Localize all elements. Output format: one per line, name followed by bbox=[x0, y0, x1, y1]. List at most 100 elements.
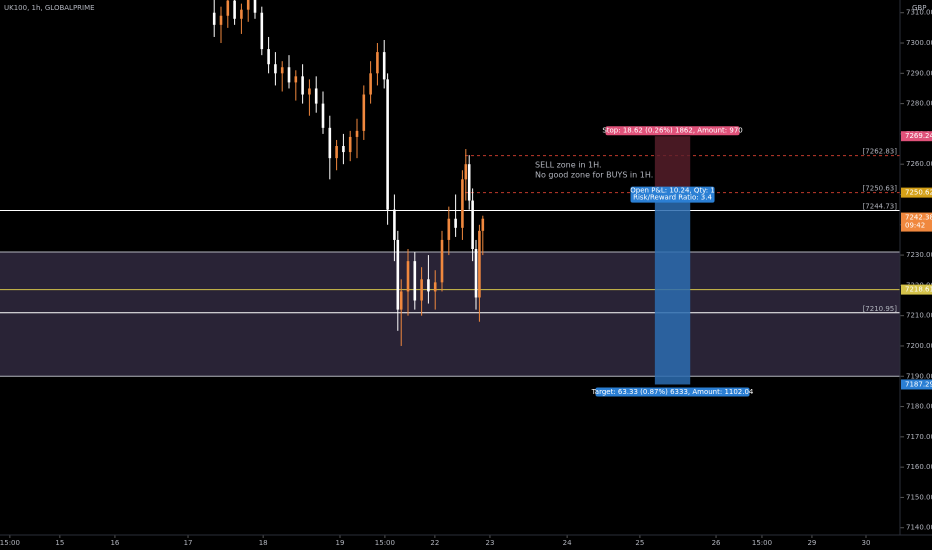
candle-body bbox=[335, 146, 338, 159]
candle-body bbox=[267, 49, 270, 65]
annotation: SELL zone in 1H. bbox=[535, 161, 602, 170]
candle-body bbox=[260, 12, 264, 50]
x-tick-label: 25 bbox=[635, 539, 644, 547]
y-tick-label: 7210.00 bbox=[906, 312, 932, 320]
y-tick-label: 7260.00 bbox=[906, 160, 932, 168]
level-label: [7244.73] bbox=[863, 202, 898, 210]
candle-body bbox=[461, 179, 464, 228]
pnl-label: Open P&L: 10.24, Qty: 1 bbox=[630, 187, 715, 195]
x-tick-label: 26 bbox=[712, 539, 721, 547]
y-tick-label: 7140.00 bbox=[906, 524, 932, 532]
candle-body bbox=[478, 230, 481, 298]
candle-body bbox=[287, 67, 291, 83]
x-tick-label: 22 bbox=[430, 539, 439, 547]
candle-body bbox=[246, 0, 250, 10]
y-tick-label: 7290.00 bbox=[906, 69, 932, 77]
x-tick-label: 29 bbox=[807, 539, 816, 547]
y-tick-label: 7280.00 bbox=[906, 100, 932, 108]
stop-label: Stop: 18.62 (0.26%) 1862, Amount: 970 bbox=[602, 127, 742, 135]
position-label-box bbox=[595, 387, 750, 397]
price-tag-label: 7187.29 bbox=[905, 380, 932, 388]
y-tick-label: 7300.00 bbox=[906, 39, 932, 47]
level-label: [7210.95] bbox=[863, 305, 898, 313]
ratio-label: Risk/Reward Ratio: 3.4 bbox=[633, 194, 712, 202]
candle-body bbox=[348, 136, 352, 153]
candle-body bbox=[467, 164, 471, 201]
candle-body bbox=[342, 146, 345, 153]
candle-body bbox=[362, 94, 366, 131]
y-tick-label: 7170.00 bbox=[906, 433, 932, 441]
candle-body bbox=[294, 76, 298, 83]
x-tick-label: 23 bbox=[485, 539, 494, 547]
candle-body bbox=[226, 0, 230, 16]
candle-body bbox=[406, 261, 410, 292]
y-tick-label: 7180.00 bbox=[906, 403, 932, 411]
candle-body bbox=[427, 279, 430, 292]
target-label: Target: 63.33 (0.87%) 6333, Amount: 1102… bbox=[591, 388, 754, 396]
candle-body bbox=[386, 79, 389, 210]
candle-body bbox=[471, 200, 474, 250]
candle-body bbox=[474, 249, 478, 298]
price-tag-label: 7242.38 bbox=[905, 214, 932, 222]
stop-area bbox=[654, 136, 691, 193]
y-tick-label: 7230.00 bbox=[906, 251, 932, 259]
candle-body bbox=[301, 76, 304, 95]
price-tag-label: 7250.62 bbox=[905, 189, 932, 197]
candle-body bbox=[212, 12, 216, 25]
currency: GBP bbox=[912, 4, 926, 12]
position-label-box bbox=[630, 186, 715, 203]
y-tick-label: 7190.00 bbox=[906, 372, 932, 380]
x-tick-label: 16 bbox=[110, 539, 119, 547]
position-label-box bbox=[605, 126, 740, 136]
candle-body bbox=[314, 88, 318, 104]
annotation: No good zone for BUYS in 1H. bbox=[535, 171, 653, 180]
candle-body bbox=[219, 15, 223, 25]
candle-body bbox=[376, 52, 379, 74]
candle-body bbox=[308, 88, 311, 95]
candle-body bbox=[321, 103, 325, 128]
price-tag-label: 7218.61 bbox=[905, 286, 932, 294]
candle-body bbox=[233, 0, 236, 19]
price-tag bbox=[901, 212, 932, 232]
candle-body bbox=[433, 282, 437, 292]
countdown: 09:42 bbox=[905, 222, 925, 230]
price-tag bbox=[901, 187, 932, 198]
candle-body bbox=[396, 239, 400, 310]
x-tick-label: 15 bbox=[55, 539, 64, 547]
candle-body bbox=[240, 9, 243, 19]
y-tick-label: 7200.00 bbox=[906, 342, 932, 350]
x-tick-label: 19 bbox=[336, 539, 345, 547]
candle-body bbox=[481, 218, 485, 231]
candle-body bbox=[253, 0, 257, 13]
y-tick-label: 7150.00 bbox=[906, 493, 932, 501]
candle-body bbox=[355, 130, 359, 137]
x-tick-label: 15:00 bbox=[752, 539, 772, 547]
candle-body bbox=[447, 218, 451, 240]
candle-body bbox=[413, 261, 417, 301]
x-tick-label: 30 bbox=[862, 539, 871, 547]
candle-body bbox=[382, 52, 386, 80]
candle-body bbox=[420, 279, 423, 301]
target-area bbox=[654, 192, 691, 385]
price-tag bbox=[901, 379, 932, 390]
price-tag-label: 7269.24 bbox=[905, 132, 932, 140]
candle-body bbox=[454, 218, 457, 228]
y-tick-label: 7310.00 bbox=[906, 9, 932, 17]
price-tag bbox=[901, 131, 932, 142]
chart-title: UK100, 1h, GLOBALPRIME bbox=[4, 4, 95, 12]
y-tick-label: 7160.00 bbox=[906, 463, 932, 471]
candle-body bbox=[274, 64, 277, 74]
candle-body bbox=[393, 209, 396, 240]
level-label: [7262.83] bbox=[863, 148, 898, 156]
candle-body bbox=[440, 239, 444, 283]
x-tick-label: 24 bbox=[563, 539, 572, 547]
x-tick-label: 15:00 bbox=[375, 539, 395, 547]
level-label: [7250.63] bbox=[863, 185, 898, 193]
x-tick-label: 18 bbox=[259, 539, 268, 547]
candle-body bbox=[399, 291, 403, 310]
candle-body bbox=[328, 127, 332, 159]
x-tick-label: 15:00 bbox=[0, 539, 20, 547]
candle-body bbox=[464, 164, 468, 180]
x-tick-label: 17 bbox=[184, 539, 193, 547]
